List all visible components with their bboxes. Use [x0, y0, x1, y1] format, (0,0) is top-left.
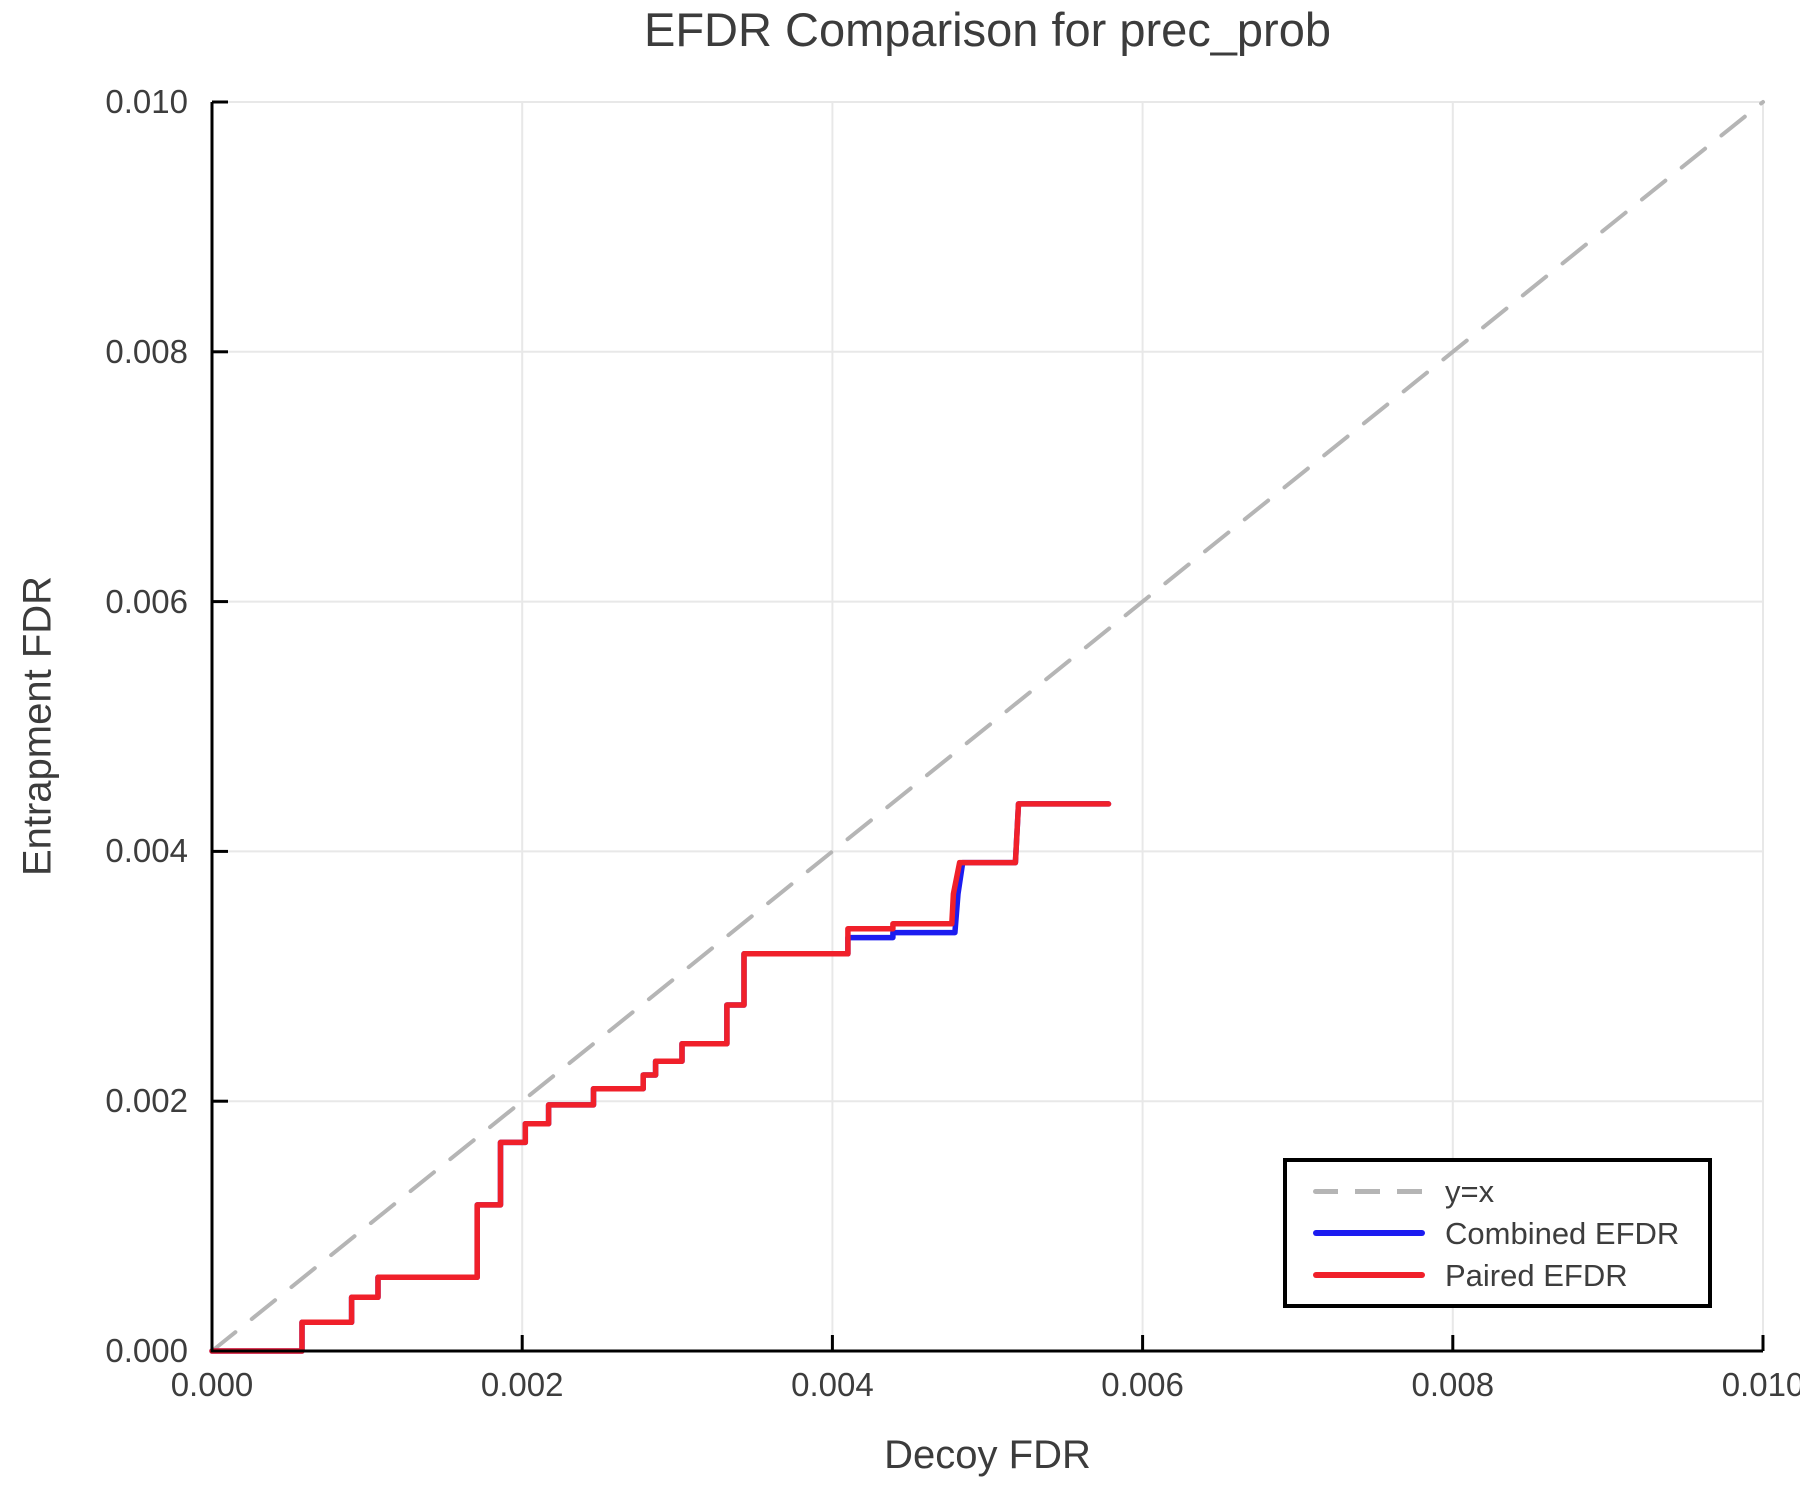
x-axis-label: Decoy FDR [884, 1433, 1091, 1477]
legend-label-paired-efdr: Paired EFDR [1445, 1257, 1628, 1293]
x-tick-label: 0.008 [1411, 1366, 1495, 1403]
combined-efdr-line-sample-icon [1313, 1230, 1425, 1236]
chart-title: EFDR Comparison for prec_prob [644, 3, 1331, 56]
legend-row-combined-efdr: Combined EFDR [1313, 1214, 1708, 1252]
y-tick-label: 0.004 [105, 832, 188, 870]
x-tick-label: 0.000 [170, 1366, 254, 1403]
series-line-0 [210, 100, 1765, 1353]
legend-label-identity: y=x [1445, 1173, 1495, 1209]
x-tick-label: 0.004 [791, 1366, 874, 1403]
paired-efdr-line-sample-icon [1313, 1272, 1425, 1278]
y-tick-label: 0.010 [105, 83, 188, 120]
y-tick-label: 0.002 [105, 1082, 188, 1120]
identity-line-sample-icon [1313, 1188, 1425, 1194]
series-line-1 [209, 801, 1112, 1354]
x-tick-label: 0.006 [1101, 1366, 1184, 1403]
legend-label-combined-efdr: Combined EFDR [1445, 1215, 1680, 1251]
y-tick-label: 0.006 [105, 582, 188, 620]
y-axis-label: Entrapment FDR [15, 575, 60, 877]
x-tick-label: 0.002 [480, 1366, 564, 1403]
x-tick-label: 0.010 [1721, 1366, 1800, 1403]
legend: y=x Combined EFDR Paired EFDR [1283, 1158, 1712, 1308]
legend-row-paired-efdr: Paired EFDR [1313, 1256, 1708, 1294]
series-line-2 [209, 801, 1112, 1354]
legend-row-identity: y=x [1313, 1172, 1708, 1210]
y-tick-label: 0.000 [105, 1332, 188, 1369]
y-tick-label: 0.008 [105, 332, 188, 370]
